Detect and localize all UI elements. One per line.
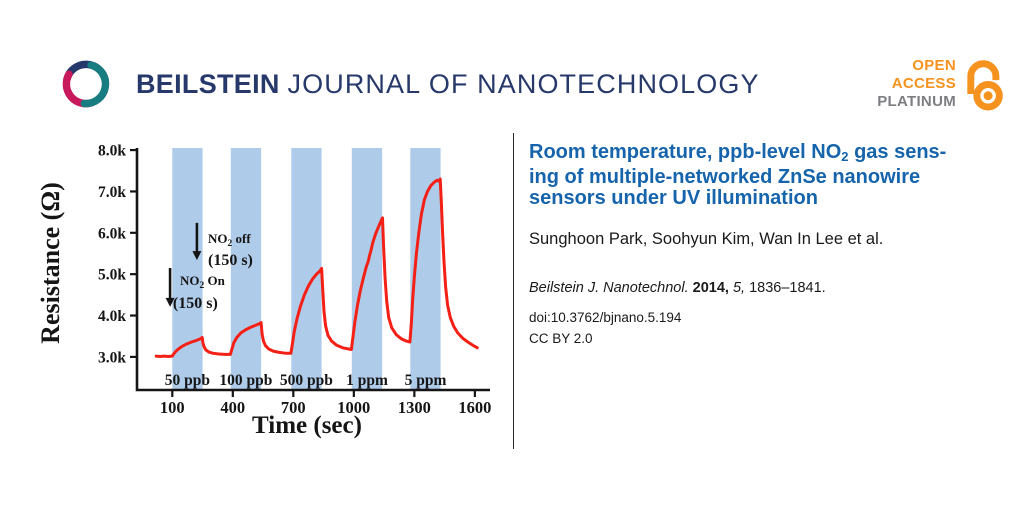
open-access-line-access: ACCESS [891,75,956,92]
resistance-curve [154,177,479,358]
annotation-arrowhead [165,297,175,307]
title-subscript: 2 [841,149,849,164]
y-tick-label: 6.0k [98,225,126,242]
y-tick-label: 8.0k [98,143,126,160]
citation-line: Beilstein J. Nanotechnol. 2014, 5, 1836–… [529,280,997,296]
y-axis-title: Resistance (Ω) [36,182,65,344]
exposure-band [230,148,262,390]
open-access-line-platinum: PLATINUM [877,93,956,110]
x-tick-label: 1600 [458,398,491,417]
citation-journal: Beilstein J. Nanotechnol. [529,280,689,296]
open-lock-icon [967,59,1003,110]
title-line3: sensors under UV illumination [529,187,818,209]
x-tick-label: 1300 [398,398,431,417]
license-line: CC BY 2.0 [529,331,593,346]
journal-name-rest: JOURNAL OF NANOTECHNOLOGY [287,68,760,99]
citation-volume: 5, [732,280,746,296]
citation-year: 2014, [692,280,729,296]
journal-brand: BEILSTEIN JOURNAL OF NANOTECHNOLOGY [58,55,760,113]
y-tick-label: 4.0k [98,308,126,325]
x-tick-label: 400 [220,398,245,417]
annotation-label: NO2 On [180,273,226,291]
x-tick-label: 700 [281,398,306,417]
concentration-label: 5 ppm [405,372,447,389]
annotation-label: NO2 off [208,231,251,249]
concentration-label: 500 ppb [280,372,333,389]
title-line2: ing of multiple-networked ZnSe nanowire [529,166,921,188]
journal-name: BEILSTEIN JOURNAL OF NANOTECHNOLOGY [136,69,760,100]
journal-name-beilstein: BEILSTEIN [136,68,280,99]
annotation-arrowhead [192,251,202,261]
title-line1-post: gas sens- [848,141,947,163]
vertical-divider [513,133,514,449]
journal-header: BEILSTEIN JOURNAL OF NANOTECHNOLOGY OPEN… [58,48,1008,120]
open-access-text: OPEN ACCESS PLATINUM [877,57,956,111]
axis-frame [135,148,490,392]
x-tick-label: 1000 [337,398,370,417]
paper-info: Room temperature, ppb-level NO2 gas sens… [529,142,997,347]
y-tick-label: 5.0k [98,267,126,284]
doi-line: doi:10.3762/bjnano.5.194 [529,310,682,325]
concentration-label: 100 ppb [219,372,272,389]
x-tick-label: 100 [160,398,185,417]
gas-sensing-response-chart: NO2 off (150 s) NO2 On (150 s) 3.0k 4.0k 5.0k 6… [35,135,505,442]
chart-canvas: NO2 off (150 s) NO2 On (150 s) 3.0k 4.0k 5.0k 6… [36,143,491,439]
open-access-line-open: OPEN [912,57,956,74]
exposure-band [291,148,322,390]
citation-pages: 1836–1841. [749,280,826,296]
y-tick-label: 7.0k [98,184,126,201]
concentration-label: 50 ppb [165,372,210,389]
y-tick-label: 3.0k [98,349,126,366]
annotation-duration: (150 s) [208,252,253,269]
exposure-band [172,148,203,390]
authors-line: Sunghoon Park, Soohyun Kim, Wan In Lee e… [529,230,884,248]
open-access-badge: OPEN ACCESS PLATINUM [877,56,1008,113]
annotation-duration: (150 s) [173,295,218,312]
title-line1-pre: Room temperature, ppb-level NO [529,141,842,163]
paper-title: Room temperature, ppb-level NO2 gas sens… [529,142,997,209]
x-axis-title: Time (sec) [252,412,362,439]
beilstein-logo-icon [62,60,110,108]
concentration-label: 1 ppm [346,372,388,389]
